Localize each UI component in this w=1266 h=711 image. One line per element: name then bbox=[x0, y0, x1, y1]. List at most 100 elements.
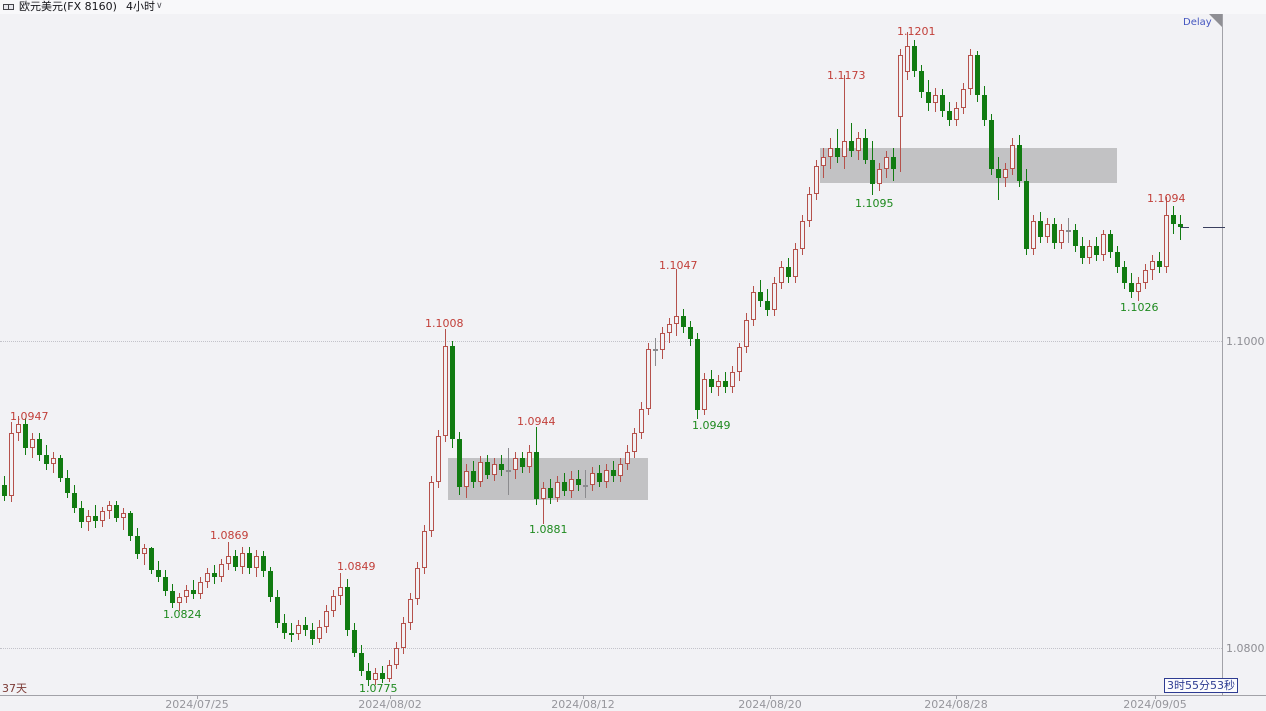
price-gridline bbox=[0, 341, 1222, 342]
candle-body bbox=[779, 267, 784, 283]
candle-body bbox=[513, 458, 518, 470]
candle-body bbox=[758, 292, 763, 301]
corner-fold-icon[interactable] bbox=[1209, 14, 1222, 27]
candle-body bbox=[380, 673, 385, 679]
time-axis-label: 2024/08/28 bbox=[924, 698, 988, 711]
candle-body bbox=[1017, 145, 1022, 181]
price-swing-label: 1.0775 bbox=[359, 682, 398, 695]
candle-body bbox=[597, 473, 602, 482]
candle-body bbox=[723, 381, 728, 387]
candle-body bbox=[625, 452, 630, 464]
candle-body bbox=[870, 160, 875, 184]
candle-body bbox=[1164, 215, 1169, 267]
price-swing-label: 1.1008 bbox=[425, 317, 464, 330]
candle-wick bbox=[655, 338, 656, 366]
candle-wick bbox=[291, 623, 292, 642]
candle-body bbox=[149, 548, 154, 570]
time-axis-tick bbox=[583, 696, 584, 699]
candle-body bbox=[919, 71, 924, 92]
candle-body bbox=[65, 478, 70, 493]
candle-body bbox=[401, 623, 406, 648]
candle-body bbox=[982, 95, 987, 120]
candle-body bbox=[1045, 224, 1050, 237]
candle-body bbox=[842, 141, 847, 157]
candle-body bbox=[317, 627, 322, 639]
candle-body bbox=[240, 553, 245, 567]
candle-body bbox=[163, 577, 168, 591]
time-axis-label: 2024/08/02 bbox=[358, 698, 422, 711]
candle-body bbox=[576, 479, 581, 485]
candle-body bbox=[443, 346, 448, 436]
candle-body bbox=[737, 347, 742, 372]
candle-body bbox=[800, 221, 805, 249]
instrument-link-icon bbox=[3, 4, 15, 11]
time-axis-tick bbox=[770, 696, 771, 699]
candle-body bbox=[219, 564, 224, 577]
price-axis[interactable]: 1.1000 1.0800 bbox=[1223, 14, 1266, 695]
candle-body bbox=[961, 89, 966, 108]
candle-body bbox=[905, 46, 910, 72]
candle-body bbox=[478, 462, 483, 482]
candle-body bbox=[86, 516, 91, 522]
time-axis[interactable]: 2024/07/25 2024/08/02 2024/08/12 2024/08/20… bbox=[0, 695, 1266, 711]
candle-body bbox=[807, 194, 812, 221]
time-axis-label: 2024/08/12 bbox=[551, 698, 615, 711]
candle-body bbox=[422, 531, 427, 568]
candle-body bbox=[548, 488, 553, 498]
price-swing-label: 1.1026 bbox=[1120, 301, 1159, 314]
candle-body bbox=[51, 458, 56, 464]
candle-body bbox=[709, 379, 714, 387]
candle-body bbox=[996, 169, 1001, 178]
candle-body bbox=[450, 346, 455, 439]
candle-body bbox=[555, 482, 560, 498]
supply-demand-zone[interactable] bbox=[820, 148, 1117, 183]
price-swing-label: 1.1095 bbox=[855, 197, 894, 210]
candle-body bbox=[688, 327, 693, 339]
timeframe-selector[interactable]: 4小时 bbox=[126, 0, 155, 13]
candle-body bbox=[1003, 169, 1008, 178]
chart-plot-area[interactable]: 1.0947 1.0824 1.0869 1.0849 1.0775 1.1008 1.09… bbox=[0, 14, 1238, 695]
candle-body bbox=[1031, 221, 1036, 249]
time-axis-label: 2024/08/20 bbox=[738, 698, 802, 711]
candle-body bbox=[93, 516, 98, 521]
candle-body bbox=[338, 587, 343, 596]
candle-body bbox=[653, 349, 658, 351]
candle-body bbox=[569, 479, 574, 491]
candle-body bbox=[72, 493, 77, 508]
price-swing-label: 1.0849 bbox=[337, 560, 376, 573]
candle-body bbox=[814, 166, 819, 194]
candle-body bbox=[1171, 215, 1176, 224]
candle-body bbox=[891, 157, 896, 169]
instrument-title: 欧元美元(FX 8160) bbox=[19, 0, 117, 13]
candle-body bbox=[387, 665, 392, 679]
candle-body bbox=[79, 508, 84, 522]
candle-body bbox=[954, 108, 959, 120]
candle-body bbox=[604, 470, 609, 482]
candle-body bbox=[289, 633, 294, 635]
candle-wick bbox=[998, 157, 999, 200]
candle-body bbox=[506, 470, 511, 472]
candle-body bbox=[464, 471, 469, 487]
candle-body bbox=[212, 573, 217, 577]
candle-body bbox=[695, 339, 700, 410]
candle-body bbox=[527, 452, 532, 467]
candle-body bbox=[492, 464, 497, 475]
candle-body bbox=[226, 556, 231, 564]
candle-body bbox=[268, 571, 273, 597]
price-swing-label: 1.0881 bbox=[529, 523, 568, 536]
candle-body bbox=[1024, 181, 1029, 249]
candle-body bbox=[786, 267, 791, 277]
candle-body bbox=[1080, 246, 1085, 258]
time-axis-label: 2024/07/25 bbox=[165, 698, 229, 711]
candle-body bbox=[345, 587, 350, 630]
candle-body bbox=[114, 505, 119, 518]
candle-body bbox=[940, 95, 945, 111]
candle-body bbox=[170, 591, 175, 603]
candle-body bbox=[583, 485, 588, 487]
chevron-down-icon[interactable]: ∨ bbox=[156, 1, 163, 11]
candle-body bbox=[590, 473, 595, 485]
candle-body bbox=[261, 556, 266, 571]
candle-body bbox=[667, 324, 672, 333]
candle-body bbox=[926, 92, 931, 103]
candle-body bbox=[639, 409, 644, 433]
